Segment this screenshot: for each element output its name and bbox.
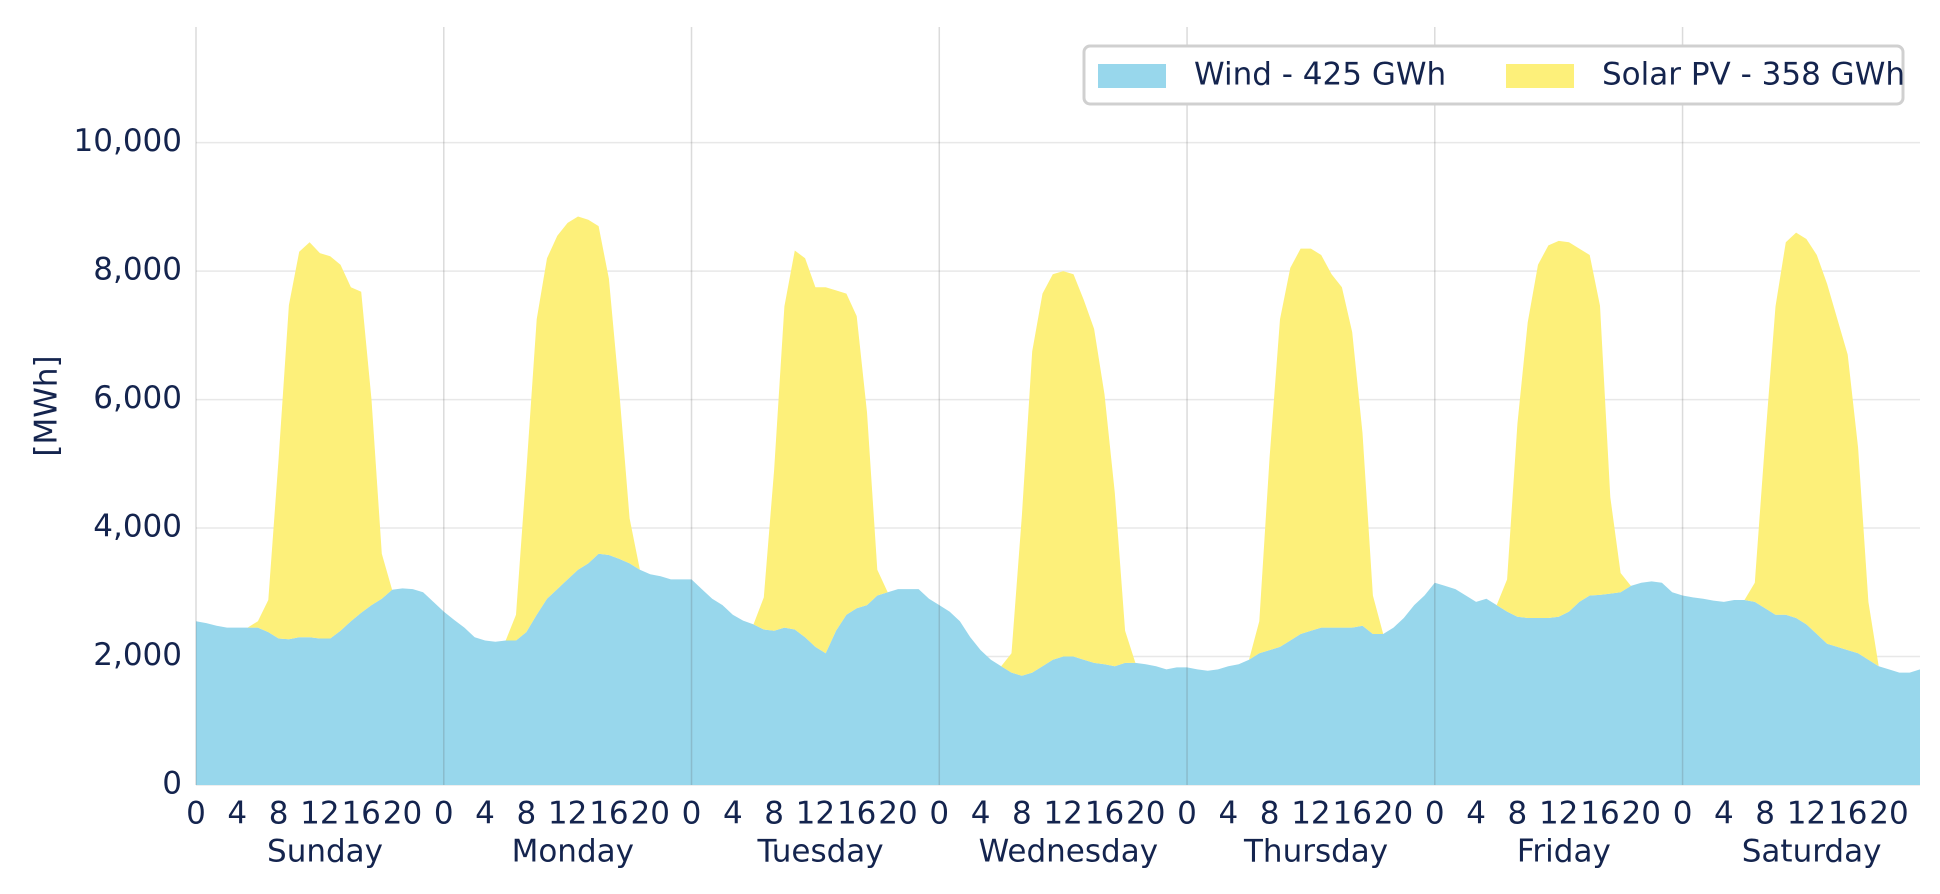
x-tick-label: 20	[878, 796, 917, 832]
x-tick-label: 12	[1787, 796, 1826, 832]
day-label: Friday	[1517, 834, 1611, 870]
area	[196, 553, 1920, 785]
x-tick-label: 20	[631, 796, 670, 832]
x-tick-label: 8	[1260, 796, 1280, 832]
x-tick-label: 0	[186, 796, 206, 832]
day-label: Thursday	[1243, 834, 1388, 870]
y-axis-label: [MWh]	[29, 355, 65, 456]
x-tick-label: 0	[929, 796, 949, 832]
legend-swatch	[1098, 64, 1166, 88]
x-tick-label: 20	[1126, 796, 1165, 832]
x-tick-label: 16	[589, 796, 628, 832]
x-tick-label: 16	[837, 796, 876, 832]
legend-box	[1082, 44, 1905, 106]
y-tick-label: 8,000	[93, 252, 182, 288]
x-tick-label: 16	[1580, 796, 1619, 832]
day-label: Tuesday	[757, 834, 884, 870]
x-tick-label: 12	[300, 796, 339, 832]
legend: Wind - 425 GWh Solar PV - 358 GWh	[1082, 44, 1905, 106]
x-tick-label: 8	[269, 796, 289, 832]
x-tick-label: 4	[475, 796, 495, 832]
y-tick-label: 2,000	[93, 637, 182, 673]
x-tick-label: 16	[1085, 796, 1124, 832]
x-tick-label: 8	[764, 796, 784, 832]
x-tick-label: 12	[548, 796, 587, 832]
x-tick-label: 16	[1828, 796, 1867, 832]
x-tick-label: 4	[1466, 796, 1486, 832]
x-tick-label: 8	[516, 796, 536, 832]
y-tick-label: 4,000	[93, 509, 182, 545]
x-tick-label: 8	[1012, 796, 1032, 832]
areas	[196, 216, 1920, 785]
x-tick-label: 16	[341, 796, 380, 832]
y-tick-label: 6,000	[93, 380, 182, 416]
x-tick-label: 8	[1755, 796, 1775, 832]
x-tick-label: 4	[971, 796, 991, 832]
x-tick-label: 20	[1374, 796, 1413, 832]
x-tick-label: 12	[1043, 796, 1082, 832]
legend-label: Solar PV - 358 GWh	[1602, 57, 1905, 93]
x-tick-label: 4	[227, 796, 247, 832]
x-tick-label: 12	[796, 796, 835, 832]
x-tick-label: 8	[1508, 796, 1528, 832]
x-tick-label: 4	[723, 796, 743, 832]
day-label: Monday	[512, 834, 634, 870]
area	[196, 216, 1920, 676]
x-tick-label: 12	[1539, 796, 1578, 832]
legend-label: Wind - 425 GWh	[1194, 57, 1446, 93]
x-tick-label: 0	[1177, 796, 1197, 832]
x-tick-label: 20	[383, 796, 422, 832]
x-tick-label: 4	[1218, 796, 1238, 832]
x-tick-label: 4	[1714, 796, 1734, 832]
x-tick-label: 12	[1291, 796, 1330, 832]
y-tick-label: 10,000	[74, 123, 182, 159]
x-tick-label: 16	[1332, 796, 1371, 832]
x-tick-label: 20	[1622, 796, 1661, 832]
y-tick-label: 0	[162, 766, 182, 802]
day-label: Sunday	[267, 834, 383, 870]
x-tick-label: 0	[434, 796, 454, 832]
x-tick-label: 0	[1673, 796, 1693, 832]
x-tick-label: 20	[1869, 796, 1908, 832]
day-label: Wednesday	[979, 834, 1158, 870]
day-label: Saturday	[1742, 834, 1882, 870]
x-tick-label: 0	[1425, 796, 1445, 832]
legend-swatch	[1506, 64, 1574, 88]
x-tick-label: 0	[682, 796, 702, 832]
